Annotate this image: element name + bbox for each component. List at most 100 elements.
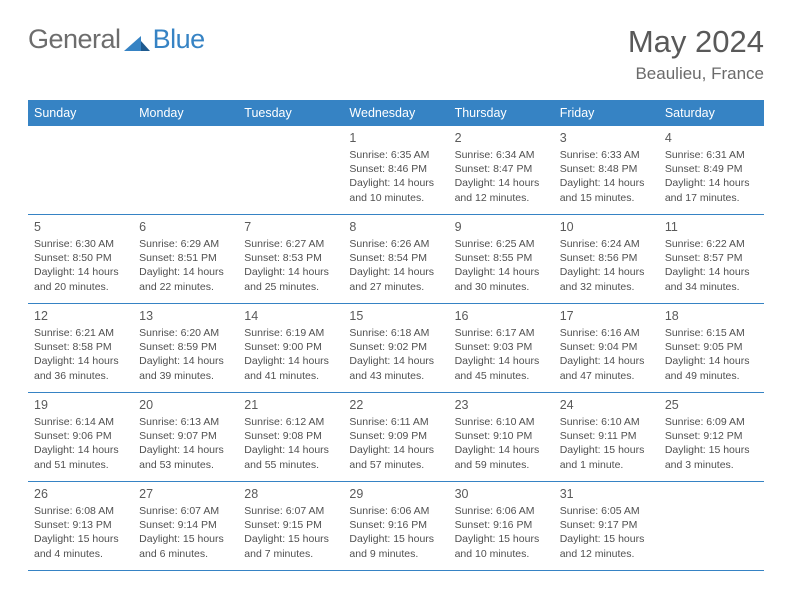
day-details: Sunrise: 6:25 AMSunset: 8:55 PMDaylight:… <box>455 237 548 294</box>
day-details: Sunrise: 6:12 AMSunset: 9:08 PMDaylight:… <box>244 415 337 472</box>
sunrise-text: Sunrise: 6:14 AM <box>34 415 127 429</box>
daylight-text-1: Daylight: 14 hours <box>139 265 232 279</box>
daylight-text-1: Daylight: 14 hours <box>244 443 337 457</box>
sunrise-text: Sunrise: 6:08 AM <box>34 504 127 518</box>
calendar-day: 16Sunrise: 6:17 AMSunset: 9:03 PMDayligh… <box>449 304 554 392</box>
daylight-text-1: Daylight: 14 hours <box>665 265 758 279</box>
daylight-text-2: and 10 minutes. <box>349 191 442 205</box>
dow-tuesday: Tuesday <box>238 100 343 126</box>
daylight-text-2: and 3 minutes. <box>665 458 758 472</box>
daylight-text-2: and 55 minutes. <box>244 458 337 472</box>
daylight-text-2: and 10 minutes. <box>455 547 548 561</box>
calendar-day <box>133 126 238 214</box>
day-details: Sunrise: 6:05 AMSunset: 9:17 PMDaylight:… <box>560 504 653 561</box>
daylight-text-2: and 30 minutes. <box>455 280 548 294</box>
daylight-text-1: Daylight: 14 hours <box>139 443 232 457</box>
daylight-text-2: and 47 minutes. <box>560 369 653 383</box>
daylight-text-2: and 41 minutes. <box>244 369 337 383</box>
sunrise-text: Sunrise: 6:19 AM <box>244 326 337 340</box>
daylight-text-1: Daylight: 14 hours <box>34 443 127 457</box>
sunrise-text: Sunrise: 6:09 AM <box>665 415 758 429</box>
calendar-day: 9Sunrise: 6:25 AMSunset: 8:55 PMDaylight… <box>449 215 554 303</box>
sunset-text: Sunset: 8:46 PM <box>349 162 442 176</box>
sunrise-text: Sunrise: 6:13 AM <box>139 415 232 429</box>
day-number: 28 <box>244 487 337 501</box>
day-details: Sunrise: 6:14 AMSunset: 9:06 PMDaylight:… <box>34 415 127 472</box>
sunset-text: Sunset: 8:48 PM <box>560 162 653 176</box>
sunrise-text: Sunrise: 6:15 AM <box>665 326 758 340</box>
calendar-day: 28 Sunrise: 6:07 AMSunset: 9:15 PMDayligh… <box>238 482 343 570</box>
sunset-text: Sunset: 9:15 PM <box>244 518 337 532</box>
day-details: Sunrise: 6:15 AMSunset: 9:05 PMDaylight:… <box>665 326 758 383</box>
day-number: 1 <box>349 131 442 145</box>
day-number: 31 <box>560 487 653 501</box>
daylight-text-1: Daylight: 14 hours <box>349 176 442 190</box>
sunset-text: Sunset: 9:03 PM <box>455 340 548 354</box>
daylight-text-1: Daylight: 15 hours <box>560 532 653 546</box>
daylight-text-1: Daylight: 15 hours <box>349 532 442 546</box>
day-details: Sunrise: 6:24 AMSunset: 8:56 PMDaylight:… <box>560 237 653 294</box>
sunrise-text: Sunrise: 6:06 AM <box>455 504 548 518</box>
day-details: Sunrise: 6:33 AMSunset: 8:48 PMDaylight:… <box>560 148 653 205</box>
sunrise-text: Sunrise: 6:34 AM <box>455 148 548 162</box>
sunrise-text: Sunrise: 6:10 AM <box>455 415 548 429</box>
sunset-text: Sunset: 8:58 PM <box>34 340 127 354</box>
day-details: Sunrise: 6:18 AMSunset: 9:02 PMDaylight:… <box>349 326 442 383</box>
sunset-text: Sunset: 9:06 PM <box>34 429 127 443</box>
daylight-text-1: Daylight: 14 hours <box>560 265 653 279</box>
daylight-text-2: and 12 minutes. <box>560 547 653 561</box>
daylight-text-1: Daylight: 14 hours <box>349 265 442 279</box>
daylight-text-2: and 4 minutes. <box>34 547 127 561</box>
daylight-text-2: and 49 minutes. <box>665 369 758 383</box>
day-details: Sunrise: 6:16 AMSunset: 9:04 PMDaylight:… <box>560 326 653 383</box>
calendar-week: 26Sunrise: 6:08 AMSunset: 9:13 PMDayligh… <box>28 482 764 571</box>
daylight-text-1: Daylight: 14 hours <box>34 265 127 279</box>
day-details: Sunrise: 6:21 AMSunset: 8:58 PMDaylight:… <box>34 326 127 383</box>
day-details: Sunrise: 6:06 AMSunset: 9:16 PMDaylight:… <box>349 504 442 561</box>
day-details: Sunrise: 6:35 AMSunset: 8:46 PMDaylight:… <box>349 148 442 205</box>
day-number: 20 <box>139 398 232 412</box>
day-number: 19 <box>34 398 127 412</box>
sunset-text: Sunset: 8:53 PM <box>244 251 337 265</box>
sunset-text: Sunset: 9:00 PM <box>244 340 337 354</box>
calendar-day <box>238 126 343 214</box>
day-details: Sunrise: 6:07 AMSunset: 9:15 PMDaylight:… <box>244 504 337 561</box>
calendar-day: 27Sunrise: 6:07 AMSunset: 9:14 PMDayligh… <box>133 482 238 570</box>
day-number: 26 <box>34 487 127 501</box>
daylight-text-1: Daylight: 14 hours <box>560 176 653 190</box>
sunset-text: Sunset: 9:14 PM <box>139 518 232 532</box>
dow-sunday: Sunday <box>28 100 133 126</box>
sunrise-text: Sunrise: 6:11 AM <box>349 415 442 429</box>
sunset-text: Sunset: 9:12 PM <box>665 429 758 443</box>
calendar-day: 14Sunrise: 6:19 AMSunset: 9:00 PMDayligh… <box>238 304 343 392</box>
sunset-text: Sunset: 9:05 PM <box>665 340 758 354</box>
sunset-text: Sunset: 8:47 PM <box>455 162 548 176</box>
sunset-text: Sunset: 8:59 PM <box>139 340 232 354</box>
day-details: Sunrise: 6:27 AMSunset: 8:53 PMDaylight:… <box>244 237 337 294</box>
day-number: 15 <box>349 309 442 323</box>
day-number: 21 <box>244 398 337 412</box>
sunrise-text: Sunrise: 6:21 AM <box>34 326 127 340</box>
calendar-day: 30Sunrise: 6:06 AMSunset: 9:16 PMDayligh… <box>449 482 554 570</box>
day-number: 6 <box>139 220 232 234</box>
sunset-text: Sunset: 9:09 PM <box>349 429 442 443</box>
daylight-text-2: and 53 minutes. <box>139 458 232 472</box>
calendar-day: 1 Sunrise: 6:35 AMSunset: 8:46 PMDaylight… <box>343 126 448 214</box>
calendar-day: 23Sunrise: 6:10 AMSunset: 9:10 PMDayligh… <box>449 393 554 481</box>
dow-thursday: Thursday <box>449 100 554 126</box>
day-details: Sunrise: 6:34 AMSunset: 8:47 PMDaylight:… <box>455 148 548 205</box>
calendar-day: 26Sunrise: 6:08 AMSunset: 9:13 PMDayligh… <box>28 482 133 570</box>
daylight-text-2: and 7 minutes. <box>244 547 337 561</box>
sunset-text: Sunset: 8:50 PM <box>34 251 127 265</box>
daylight-text-2: and 59 minutes. <box>455 458 548 472</box>
day-details: Sunrise: 6:17 AMSunset: 9:03 PMDaylight:… <box>455 326 548 383</box>
daylight-text-1: Daylight: 14 hours <box>139 354 232 368</box>
daylight-text-2: and 27 minutes. <box>349 280 442 294</box>
sunrise-text: Sunrise: 6:24 AM <box>560 237 653 251</box>
day-number: 23 <box>455 398 548 412</box>
day-details: Sunrise: 6:31 AMSunset: 8:49 PMDaylight:… <box>665 148 758 205</box>
calendar-day: 21 Sunrise: 6:12 AMSunset: 9:08 PMDayligh… <box>238 393 343 481</box>
calendar-day: 29Sunrise: 6:06 AMSunset: 9:16 PMDayligh… <box>343 482 448 570</box>
day-details: Sunrise: 6:13 AMSunset: 9:07 PMDaylight:… <box>139 415 232 472</box>
daylight-text-1: Daylight: 14 hours <box>349 354 442 368</box>
